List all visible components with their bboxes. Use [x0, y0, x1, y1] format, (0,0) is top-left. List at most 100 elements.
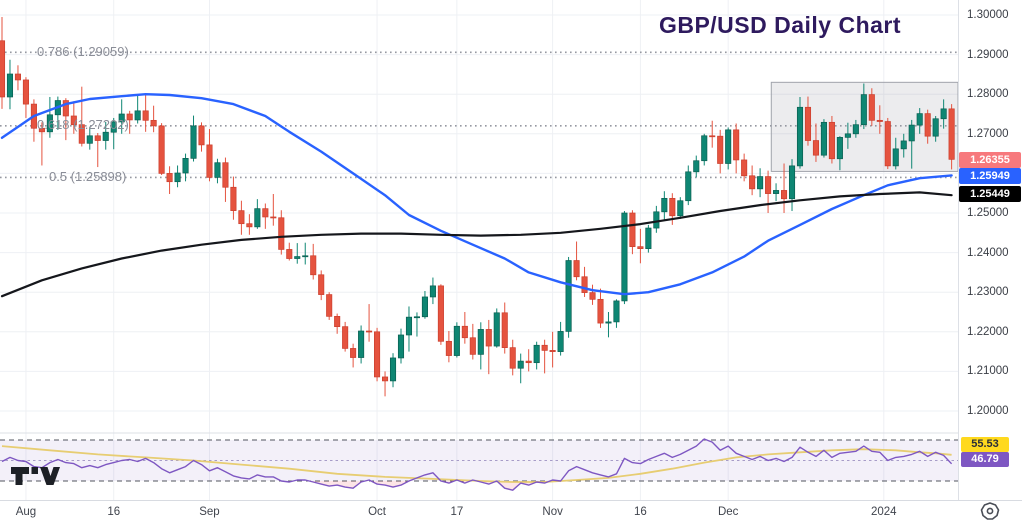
candle-body [589, 292, 596, 300]
candle-down [461, 312, 468, 344]
candle-body [653, 211, 660, 229]
candle-up [701, 133, 708, 166]
candle-body [725, 129, 732, 164]
candle-up [174, 165, 181, 188]
candle-down [270, 193, 277, 226]
candle-body [86, 135, 93, 144]
sma200-price-badge: 1.25449 [959, 186, 1021, 202]
octagon-dot-icon[interactable] [978, 500, 1002, 524]
time-tick-label: 17 [450, 506, 464, 518]
rsi-ma-value-badge: 55.53 [961, 437, 1009, 452]
candle-down [485, 319, 492, 375]
candle-body [940, 108, 947, 120]
candle-up [214, 158, 221, 184]
time-tick-label: Sep [199, 506, 220, 518]
candle-up [565, 256, 572, 338]
time-tick-label: Oct [368, 506, 386, 518]
candle-body [214, 162, 221, 178]
candle-body [701, 135, 708, 162]
candle-body [182, 158, 189, 174]
candle-body [38, 127, 45, 133]
candle-down [94, 133, 101, 168]
candle-body [892, 148, 899, 167]
candle-down [278, 210, 285, 255]
candle-down [876, 105, 883, 134]
candle-body [150, 119, 157, 127]
candle-down [366, 304, 373, 342]
candle-body [358, 330, 365, 358]
candle-down [884, 117, 891, 170]
candle-up [796, 96, 804, 169]
candle-down [342, 321, 349, 352]
candle-body [262, 208, 269, 218]
candle-body [485, 329, 492, 347]
candle-body [773, 190, 780, 194]
candle-up [757, 168, 764, 198]
candle-body [334, 316, 341, 328]
candle-up [908, 119, 915, 169]
candle-body [677, 200, 684, 217]
candle-down [230, 176, 237, 220]
price-tick-label: 1.22000 [967, 325, 1009, 338]
price-tick-label: 1.27000 [967, 127, 1009, 140]
candle-body [860, 94, 867, 126]
price-axis[interactable]: 1.300001.290001.280001.270001.260001.250… [958, 0, 1022, 500]
candle-up [900, 133, 907, 158]
candle-body [828, 121, 835, 160]
candle-body [318, 274, 325, 295]
candle-body [709, 135, 716, 138]
candle-body [597, 298, 604, 324]
candle-body [605, 321, 612, 324]
tradingview-logo[interactable] [10, 466, 60, 488]
candle-up [773, 183, 780, 202]
candle-body [565, 260, 572, 332]
fib-level-05-label[interactable]: 0.5 (1.25898) [49, 169, 127, 184]
candle-body [469, 337, 476, 355]
candle-up [661, 191, 668, 221]
candle-body [932, 118, 939, 137]
price-tick-label: 1.25000 [967, 207, 1009, 219]
candle-body [812, 140, 820, 156]
fib-level-0786-label[interactable]: 0.786 (1.29059) [37, 44, 129, 59]
price-tick-label: 1.24000 [967, 246, 1009, 259]
candle-up [860, 83, 867, 130]
candle-body [685, 171, 692, 202]
candle-down [246, 214, 253, 235]
candle-body [6, 73, 14, 98]
candle-up [820, 119, 827, 158]
candle-body [717, 135, 724, 164]
candle-body [405, 316, 413, 336]
candle-up [645, 224, 652, 253]
candle-down [262, 203, 269, 229]
time-axis[interactable]: Aug 16 Sep Oct 17 Nov 16 Dec 2024 [0, 500, 1022, 524]
candle-body [134, 110, 141, 121]
candle-body [645, 227, 652, 249]
candle-body [525, 360, 532, 364]
candle-up [916, 108, 923, 134]
price-tick-label: 1.20000 [967, 405, 1009, 417]
candle-body [621, 212, 628, 302]
fib-level-0618-label[interactable]: 0.618 (1.27202) [37, 117, 129, 132]
candle-body [916, 113, 923, 126]
candle-up [940, 99, 947, 129]
rsi-line [1, 438, 953, 491]
candle-body [222, 162, 229, 188]
candle-down [509, 339, 516, 376]
candle-body [310, 255, 317, 276]
candle-body [461, 325, 468, 339]
candle-up [110, 117, 117, 150]
candle-up [102, 121, 109, 150]
candle-body [629, 212, 636, 248]
candle-body [765, 176, 772, 194]
candle-body [908, 124, 915, 142]
time-tick-label: Dec [717, 506, 739, 518]
candle-down [549, 331, 556, 368]
candle-down [741, 153, 748, 182]
candle-body [374, 331, 381, 378]
candle-down [382, 371, 389, 397]
candle-down [749, 165, 756, 196]
candle-down [437, 284, 444, 345]
candle-body [238, 210, 245, 225]
candle-up [844, 122, 851, 149]
